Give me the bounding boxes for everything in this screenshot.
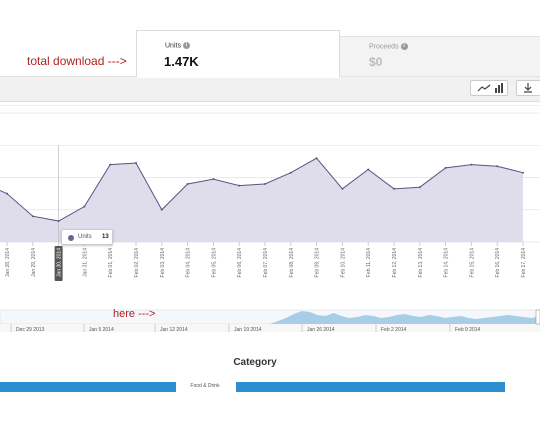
x-tick-label: Jan 30, 2014	[57, 248, 63, 277]
data-point[interactable]	[315, 157, 318, 160]
x-label-highlight	[54, 246, 63, 281]
data-point[interactable]	[341, 187, 344, 190]
info-icon[interactable]: i	[400, 43, 408, 50]
active-tab-joiner	[137, 75, 339, 78]
data-point[interactable]	[264, 182, 266, 185]
data-point[interactable]	[160, 208, 163, 211]
data-point[interactable]	[444, 166, 447, 169]
navigator-handle[interactable]	[535, 309, 540, 325]
chart-tooltip: Units 13	[61, 229, 113, 245]
x-tick-label: Feb 16, 2014	[495, 248, 501, 278]
navigator-label: Feb 2 2014	[381, 327, 407, 333]
x-tick-label: Feb 06, 2014	[237, 248, 243, 278]
data-point[interactable]	[418, 186, 421, 189]
x-tick-label: Feb 04, 2014	[186, 248, 192, 278]
navigator-label: Jan 12 2014	[160, 327, 188, 333]
units-line	[0, 157, 524, 222]
data-point[interactable]	[57, 220, 60, 223]
here-annotation: here --->	[113, 308, 156, 320]
x-tick-label: Feb 07, 2014	[263, 248, 269, 278]
category-bar-right[interactable]	[236, 382, 505, 392]
export-button[interactable]	[516, 80, 540, 96]
navigator-label: Jan 5 2014	[89, 327, 114, 333]
x-tick-label: Feb 15, 2014	[469, 248, 475, 278]
x-tick-label: Feb 02, 2014	[134, 248, 140, 278]
navigator-label: Jan 19 2014	[234, 327, 262, 333]
units-chart[interactable]: Jan 28, 2014 Jan 29, 2014 Jan 30, 2014 Jan …	[0, 105, 540, 300]
category-bar-left[interactable]	[0, 382, 176, 392]
x-tick-label: Feb 12, 2014	[392, 248, 398, 278]
info-icon[interactable]: i	[182, 42, 190, 49]
x-tick-label: Feb 03, 2014	[160, 248, 166, 278]
x-axis-labels: Jan 28, 2014 Jan 29, 2014 Jan 30, 2014 Jan …	[5, 242, 527, 281]
data-point[interactable]	[522, 171, 524, 174]
data-point[interactable]	[393, 187, 395, 190]
data-point[interactable]	[470, 163, 473, 166]
data-point[interactable]	[6, 192, 8, 195]
data-point[interactable]	[109, 163, 112, 166]
data-point[interactable]	[31, 215, 34, 218]
data-point[interactable]	[135, 162, 137, 165]
range-navigator[interactable]: Dec 29 2013 Jan 5 2014 Jan 12 2014 Jan 19 2…	[0, 302, 540, 334]
category-label: Food & Drink	[190, 383, 220, 389]
tab-units-value: 1.47K	[164, 54, 199, 69]
tab-units-label: Units	[165, 42, 181, 50]
total-download-annotation: total download --->	[27, 54, 127, 68]
x-tick-label: Jan 28, 2014	[5, 248, 11, 277]
tooltip-label: Units	[78, 234, 92, 240]
data-point[interactable]	[238, 184, 241, 187]
navigator-scrollbar[interactable]	[0, 324, 540, 332]
download-icon	[524, 83, 532, 93]
x-tick-label: Feb 11, 2014	[366, 248, 372, 277]
tab-proceeds-value: $0	[369, 55, 383, 69]
x-tick-label: Feb 10, 2014	[340, 248, 346, 278]
navigator-label: Dec 29 2013	[16, 327, 45, 333]
category-title: Category	[233, 357, 277, 368]
x-tick-label: Feb 17, 2014	[521, 248, 527, 278]
x-tick-label: Feb 14, 2014	[444, 248, 450, 278]
tab-proceeds[interactable]: Proceeds i $0	[340, 36, 540, 77]
tab-proceeds-label: Proceeds	[369, 43, 399, 51]
x-tick-label: Jan 29, 2014	[31, 248, 37, 277]
navigator-area	[0, 311, 540, 324]
x-tick-label: Feb 01, 2014	[108, 248, 114, 278]
x-tick-label: Jan 31, 2014	[82, 248, 88, 277]
series-dot-icon	[68, 235, 74, 241]
navigator-label: Jan 26 2014	[307, 327, 335, 333]
x-tick-label: Feb 09, 2014	[315, 248, 321, 278]
navigator-label: Feb 9 2014	[455, 327, 481, 333]
x-tick-label: Feb 13, 2014	[418, 248, 424, 278]
chart-type-toggle[interactable]	[470, 80, 508, 96]
data-point[interactable]	[289, 171, 292, 174]
data-point[interactable]	[496, 165, 499, 168]
units-area	[0, 158, 523, 242]
line-chart-icon[interactable]	[471, 81, 509, 95]
tooltip-value: 13	[102, 234, 109, 240]
data-point[interactable]	[83, 205, 86, 208]
chart-toolbar	[0, 76, 540, 102]
bar-chart-icon[interactable]	[495, 83, 503, 93]
data-point[interactable]	[212, 178, 215, 181]
x-tick-label: Feb 08, 2014	[289, 248, 295, 278]
data-point[interactable]	[186, 182, 189, 185]
x-tick-label: Feb 05, 2014	[211, 248, 217, 278]
data-point[interactable]	[367, 168, 370, 171]
navigator-labels: Dec 29 2013 Jan 5 2014 Jan 12 2014 Jan 19 2…	[10, 324, 481, 333]
